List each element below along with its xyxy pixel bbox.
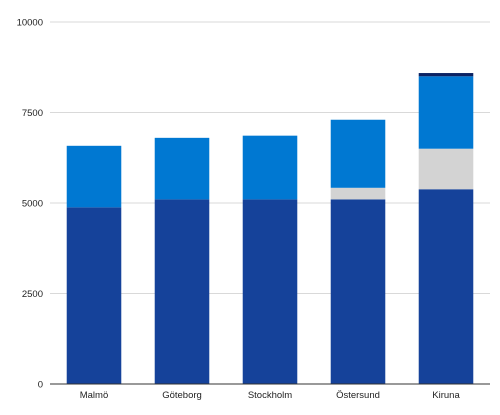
bar-segment-3-1 [330,187,386,200]
x-tick-label: Östersund [336,390,380,401]
y-tick-label: 7500 [22,108,43,119]
x-tick-label: Göteborg [162,390,202,401]
bar-segment-4-2 [418,76,474,149]
bar-segment-0-0 [66,207,122,384]
bars [66,73,474,384]
bar-segment-4-0 [418,189,474,384]
bar-segment-0-2 [66,145,122,208]
bar-segment-3-0 [330,199,386,384]
x-tick-label: Stockholm [248,390,292,401]
y-tick-label: 10000 [17,18,43,29]
y-tick-label: 5000 [22,199,43,210]
bar-segment-2-0 [242,199,298,384]
y-tick-label: 2500 [22,289,43,300]
bar-segment-1-0 [154,199,210,384]
axes: 0 2500 5000 7500 10000 Malmö Göteborg Stockholm… [17,18,490,401]
x-tick-label: Malmö [80,390,109,401]
bar-segment-4-3 [418,73,474,77]
x-tick-label: Kiruna [432,390,460,401]
y-tick-label: 0 [38,380,43,391]
bar-segment-1-2 [154,137,210,200]
bar-segment-2-2 [242,135,298,200]
bar-segment-3-2 [330,119,386,188]
bar-segment-4-1 [418,148,474,190]
